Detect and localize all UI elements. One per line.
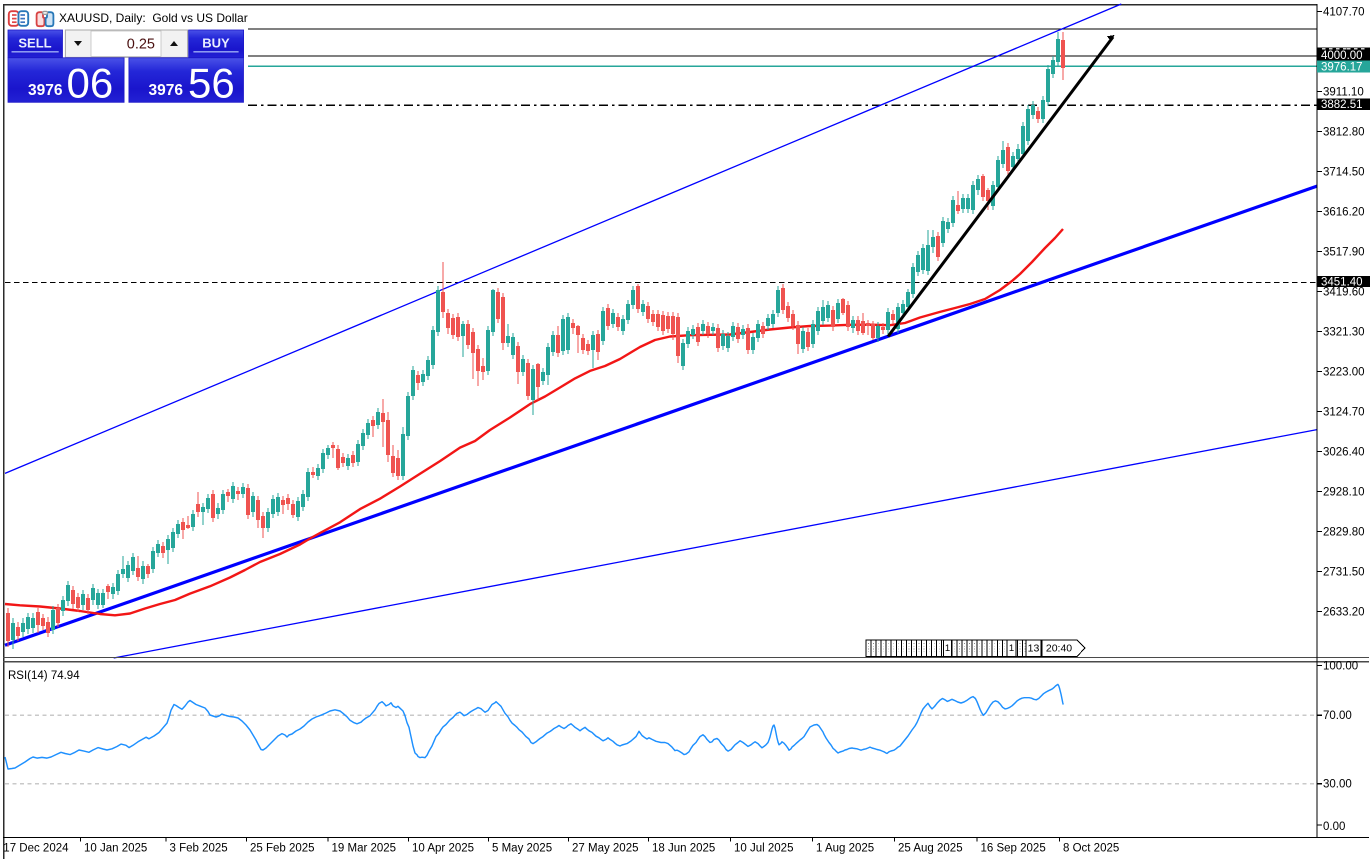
svg-text:3419.60: 3419.60 <box>1323 287 1365 299</box>
svg-text:10 Jul 2025: 10 Jul 2025 <box>734 843 793 855</box>
svg-text:3026.40: 3026.40 <box>1323 447 1365 459</box>
svg-text:10 Apr 2025: 10 Apr 2025 <box>412 843 474 855</box>
svg-text:0.25: 0.25 <box>127 37 155 53</box>
svg-text:1: 1 <box>945 643 950 654</box>
svg-text:25 Feb 2025: 25 Feb 2025 <box>250 843 315 855</box>
svg-text:25 Aug 2025: 25 Aug 2025 <box>898 843 963 855</box>
svg-text:27 May 2025: 27 May 2025 <box>572 843 639 855</box>
svg-text:70.00: 70.00 <box>1323 710 1352 722</box>
svg-text:3882.51: 3882.51 <box>1321 99 1363 111</box>
svg-text:2633.20: 2633.20 <box>1323 607 1365 619</box>
svg-text:4000.00: 4000.00 <box>1321 50 1363 62</box>
svg-text:RSI(14) 74.94: RSI(14) 74.94 <box>8 670 80 682</box>
svg-text:3976.17: 3976.17 <box>1321 62 1363 74</box>
svg-text:3976: 3976 <box>149 82 184 99</box>
svg-text:3812.80: 3812.80 <box>1323 127 1365 139</box>
svg-text:5 May 2025: 5 May 2025 <box>492 843 552 855</box>
svg-text:3 Feb 2025: 3 Feb 2025 <box>170 843 228 855</box>
svg-text:2731.50: 2731.50 <box>1323 567 1365 579</box>
svg-text:20:40: 20:40 <box>1046 643 1072 655</box>
svg-text:19 Mar 2025: 19 Mar 2025 <box>332 843 397 855</box>
svg-text:SELL: SELL <box>18 36 51 51</box>
svg-text:3616.20: 3616.20 <box>1323 207 1365 219</box>
svg-text:17 Dec 2024: 17 Dec 2024 <box>3 843 69 855</box>
svg-text:2829.80: 2829.80 <box>1323 527 1365 539</box>
svg-text:30.00: 30.00 <box>1323 779 1352 791</box>
svg-text:3124.70: 3124.70 <box>1323 407 1365 419</box>
svg-text:16 Sep 2025: 16 Sep 2025 <box>981 843 1046 855</box>
svg-text:3714.50: 3714.50 <box>1323 167 1365 179</box>
svg-text:06: 06 <box>67 60 114 107</box>
svg-text:3517.90: 3517.90 <box>1323 247 1365 259</box>
svg-text:13: 13 <box>1028 643 1040 655</box>
svg-text:100.00: 100.00 <box>1323 661 1358 673</box>
svg-text:3451.40: 3451.40 <box>1321 277 1363 289</box>
svg-text:3321.30: 3321.30 <box>1323 327 1365 339</box>
svg-text:2928.10: 2928.10 <box>1323 487 1365 499</box>
svg-text:XAUUSD, Daily: Gold vs US Dol: XAUUSD, Daily: Gold vs US Dollar <box>59 11 248 25</box>
svg-text:3223.00: 3223.00 <box>1323 367 1365 379</box>
svg-text:1 Aug 2025: 1 Aug 2025 <box>816 843 874 855</box>
svg-text:1: 1 <box>1009 643 1014 654</box>
svg-text:3976: 3976 <box>28 82 63 99</box>
svg-text:4107.70: 4107.70 <box>1323 7 1365 19</box>
svg-text:3911.10: 3911.10 <box>1323 87 1364 99</box>
svg-text:56: 56 <box>188 60 235 107</box>
svg-text:18 Jun 2025: 18 Jun 2025 <box>652 843 715 855</box>
svg-text:8 Oct 2025: 8 Oct 2025 <box>1063 843 1119 855</box>
svg-text:10 Jan 2025: 10 Jan 2025 <box>84 843 147 855</box>
svg-text:BUY: BUY <box>202 36 230 51</box>
svg-text:0.00: 0.00 <box>1323 821 1345 833</box>
